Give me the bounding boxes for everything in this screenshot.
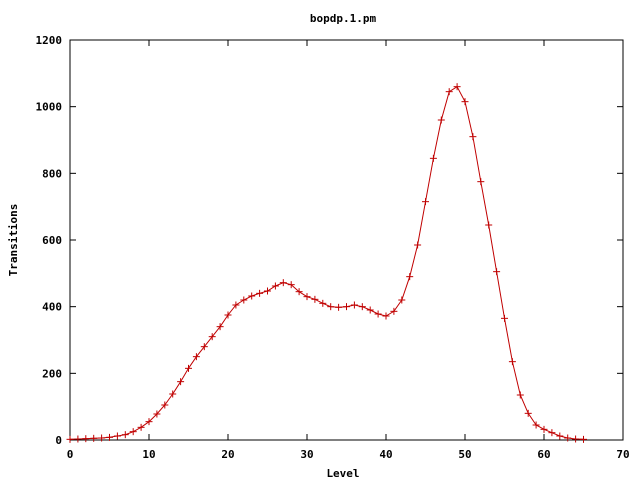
data-point: [572, 435, 580, 443]
data-point: [287, 281, 295, 289]
data-point: [121, 431, 129, 439]
data-point: [248, 292, 256, 300]
x-tick-label: 0: [67, 448, 74, 461]
data-point: [374, 310, 382, 318]
x-tick-label: 50: [458, 448, 471, 461]
y-axis-label: Transitions: [7, 204, 20, 277]
y-axis: 0 200 400 600 800 1000 1200: [36, 34, 623, 447]
data-point: [390, 307, 398, 315]
x-tick-label: 30: [300, 448, 313, 461]
data-point: [343, 303, 350, 311]
data-point: [216, 323, 224, 331]
data-point: [169, 390, 177, 398]
data-point: [406, 273, 414, 281]
data-point: [303, 293, 311, 301]
data-point: [516, 391, 524, 399]
chart-title: bopdp.1.pm: [310, 12, 377, 25]
data-point: [129, 428, 137, 436]
data-point: [477, 178, 485, 186]
data-point: [256, 289, 264, 297]
data-point: [311, 295, 319, 303]
y-tick-label: 1000: [36, 101, 63, 114]
data-point: [90, 434, 98, 442]
data-point: [429, 154, 437, 162]
data-point: [66, 435, 74, 443]
data-point: [200, 343, 208, 351]
x-tick-label: 10: [142, 448, 155, 461]
data-point: [453, 83, 461, 91]
y-tick-label: 0: [55, 434, 62, 447]
x-axis: 0 10 20 30 40 50 60 70: [67, 40, 630, 461]
data-point: [74, 435, 82, 443]
data-point: [335, 303, 343, 311]
data-point: [185, 364, 192, 372]
data-point: [177, 378, 185, 386]
data-point: [106, 433, 113, 441]
data-point: [461, 98, 469, 106]
data-point: [153, 410, 161, 418]
x-tick-label: 70: [616, 448, 629, 461]
data-point: [295, 288, 303, 296]
data-point: [445, 88, 453, 96]
series-layer: [66, 83, 587, 443]
data-point: [437, 116, 445, 124]
x-tick-label: 40: [379, 448, 392, 461]
data-point: [469, 133, 477, 141]
data-point: [493, 268, 501, 276]
x-axis-label: Level: [326, 467, 359, 480]
data-point: [382, 312, 390, 320]
y-tick-label: 1200: [36, 34, 63, 47]
data-point: [398, 296, 406, 304]
data-point: [358, 303, 366, 311]
data-point: [366, 306, 374, 314]
data-point: [279, 279, 287, 287]
data-point: [556, 432, 564, 440]
y-tick-label: 200: [42, 367, 62, 380]
data-point: [564, 434, 572, 442]
data-point: [208, 333, 216, 341]
data-point: [501, 314, 508, 322]
data-point: [580, 435, 587, 443]
data-point: [422, 198, 429, 206]
data-point: [540, 425, 548, 433]
data-point: [532, 421, 540, 429]
data-point: [145, 418, 153, 426]
data-point: [508, 358, 516, 366]
data-point: [414, 241, 422, 249]
data-point: [327, 303, 335, 311]
y-tick-label: 400: [42, 301, 62, 314]
data-point: [161, 401, 169, 409]
y-tick-label: 600: [42, 234, 62, 247]
data-point: [224, 311, 232, 319]
data-point: [240, 296, 248, 304]
data-point: [271, 282, 279, 290]
series-line: [69, 85, 584, 440]
data-point: [524, 409, 532, 417]
data-point: [192, 353, 200, 361]
data-point: [548, 429, 556, 437]
x-tick-label: 20: [221, 448, 234, 461]
data-point: [137, 423, 145, 431]
data-point: [232, 301, 240, 309]
x-tick-label: 60: [537, 448, 550, 461]
data-point: [264, 287, 271, 295]
data-point: [319, 299, 327, 307]
plot-frame: [69, 39, 624, 441]
data-point: [350, 301, 358, 309]
data-point: [82, 435, 90, 443]
data-point: [113, 432, 121, 440]
data-point: [485, 221, 493, 229]
y-tick-label: 800: [42, 167, 62, 180]
data-point: [98, 434, 106, 442]
